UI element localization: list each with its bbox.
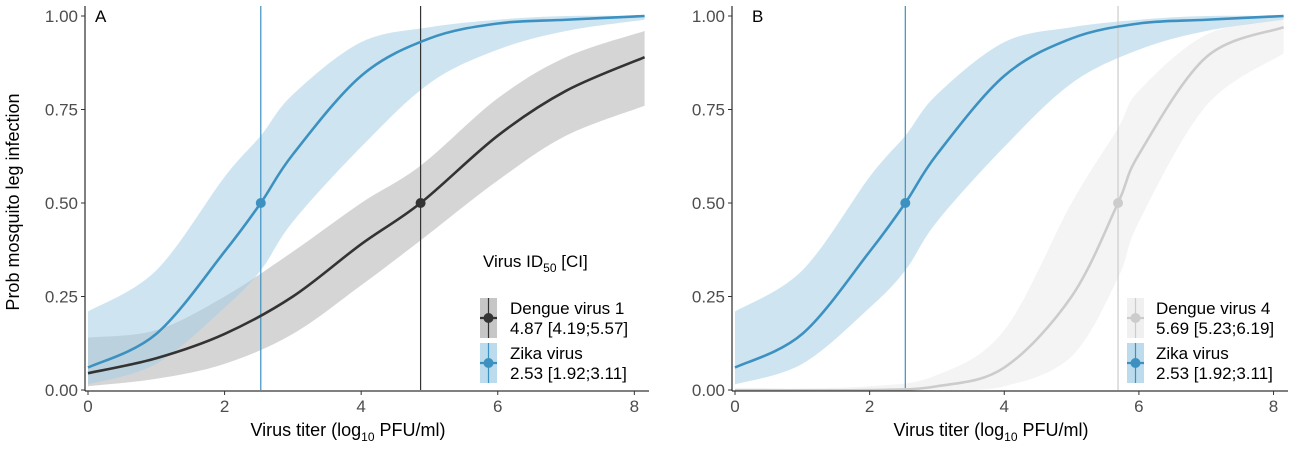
ci-band-zika-virus [735, 15, 1284, 385]
y-tick-label: 1.00 [45, 7, 78, 26]
y-axis-title: Prob mosquito leg infection [3, 93, 23, 310]
id50-point-dengue-virus-1 [415, 198, 426, 208]
id50-point-zika-virus [255, 198, 266, 208]
y-tick-label: 0.25 [692, 288, 725, 307]
x-tick-label: 4 [1000, 397, 1009, 416]
y-tick-label: 0.75 [45, 101, 78, 120]
legend-series-ci: 4.87 [4.19;5.57] [510, 319, 628, 338]
y-tick-label: 1.00 [692, 7, 725, 26]
id50-point-zika-virus [900, 198, 911, 208]
legend-series-name: Zika virus [510, 344, 583, 363]
legend-key-point [483, 358, 494, 368]
x-axis-title: Virus titer (log10 PFU/ml) [893, 420, 1088, 444]
x-tick-label: 2 [865, 397, 874, 416]
legend-series-ci: 2.53 [1.92;3.11] [510, 364, 627, 383]
legend-key-point [1130, 313, 1141, 323]
legend-series-name: Dengue virus 1 [510, 299, 624, 318]
id50-point-dengue-virus-4 [1113, 198, 1124, 208]
x-tick-label: 2 [220, 397, 229, 416]
curve-dengue-virus-1 [87, 55, 646, 375]
legend-series-name: Zika virus [1156, 344, 1229, 363]
legend-series-ci: 5.69 [5.23;6.19] [1156, 319, 1274, 338]
y-tick-label: 0.00 [45, 381, 78, 400]
y-tick-label: 0.50 [692, 194, 725, 213]
y-tick-label: 0.25 [45, 288, 78, 307]
ci-band-dengue-virus-4 [735, 19, 1284, 391]
legend-key-point [1130, 358, 1141, 368]
x-axis-title: Virus titer (log10 PFU/ml) [250, 420, 445, 444]
x-tick-label: 6 [1134, 397, 1143, 416]
x-tick-label: 0 [83, 397, 92, 416]
x-tick-label: 6 [493, 397, 502, 416]
panel-a: 0.00 0.25 0.50 0.75 1.00 0 2 4 6 8 Virus titer (lo… [45, 6, 649, 444]
x-tick-label: 8 [630, 397, 639, 416]
y-tick-label: 0.00 [692, 381, 725, 400]
x-tick-label: 0 [730, 397, 739, 416]
ci-band-zika-virus [88, 15, 645, 385]
panel-tag: A [95, 7, 107, 26]
y-tick-label: 0.50 [45, 194, 78, 213]
x-tick-label: 8 [1269, 397, 1278, 416]
curve-dengue-virus-4 [734, 25, 1285, 392]
x-tick-label: 4 [356, 397, 365, 416]
panel-tag: B [752, 7, 763, 26]
legend-series-name: Dengue virus 4 [1156, 299, 1270, 318]
curve-zika-virus [734, 14, 1284, 369]
legend: Dengue virus 45.69 [5.23;6.19] Zika virus… [1127, 298, 1274, 383]
legend-key-point [483, 313, 494, 323]
legend-series-ci: 2.53 [1.92;3.11] [1156, 364, 1273, 383]
legend: Virus ID50 [CI] Dengue virus 14.87 [4.19;… [480, 252, 628, 383]
y-tick-label: 0.75 [692, 101, 725, 120]
legend-title: Virus ID50 [CI] [483, 252, 588, 275]
curve-zika-virus [87, 14, 645, 369]
panel-b: 0.00 0.25 0.50 0.75 1.00 0 2 4 6 8 Virus titer (lo… [692, 6, 1288, 444]
